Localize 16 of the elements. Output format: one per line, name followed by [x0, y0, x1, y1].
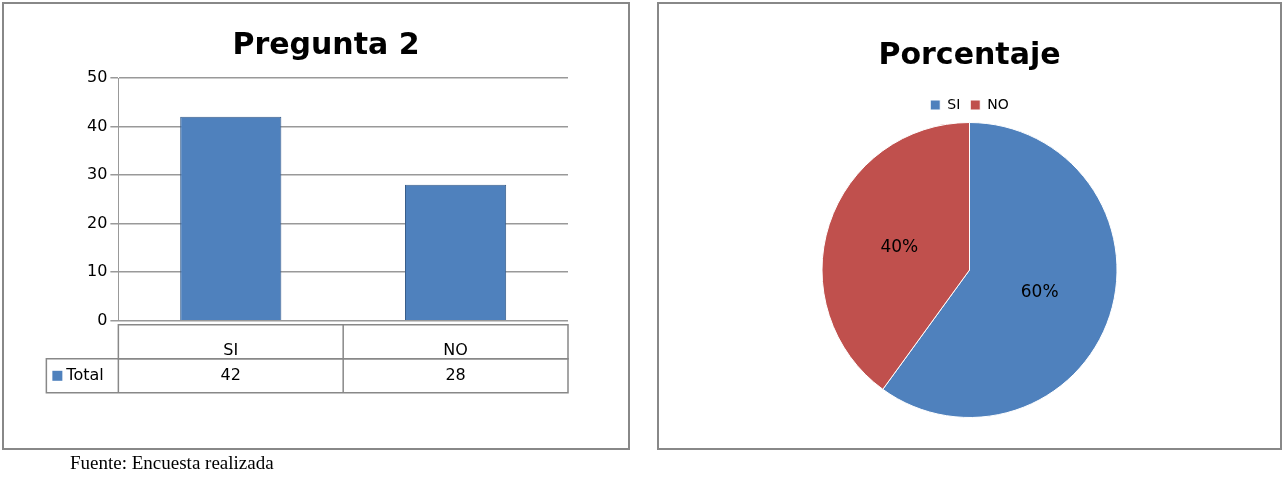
chart-title: Porcentaje: [878, 35, 1061, 71]
y-tick-label: 0: [97, 309, 108, 329]
y-tick-label: 20: [87, 212, 108, 232]
chart-title: Pregunta 2: [232, 25, 420, 61]
y-tick-label: 50: [87, 67, 108, 87]
legend-label: SI: [947, 95, 961, 112]
legend-label: Total: [65, 364, 104, 384]
data-label: 40%: [880, 235, 919, 256]
data-label: 42: [220, 364, 241, 384]
y-tick-label: 40: [87, 115, 108, 135]
y-tick-label: 10: [87, 261, 108, 281]
source-note: Fuente: Encuesta realizada: [70, 452, 274, 474]
legend-label: NO: [987, 95, 1009, 112]
data-label: 60%: [1020, 281, 1059, 302]
data-label: 28: [445, 364, 466, 384]
y-tick-label: 30: [87, 164, 108, 184]
